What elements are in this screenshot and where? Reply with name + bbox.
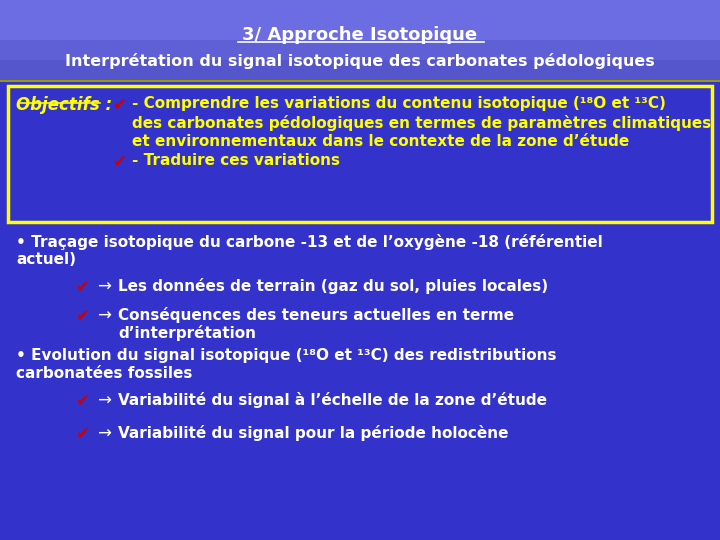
Text: et environnementaux dans le contexte de la zone d’étude: et environnementaux dans le contexte de …: [132, 134, 629, 149]
Bar: [0, 0, 720, 60]
Text: - Traduire ces variations: - Traduire ces variations: [132, 153, 340, 168]
Text: d’interprétation: d’interprétation: [118, 325, 256, 341]
Text: ✔: ✔: [75, 307, 89, 325]
Text: ✔: ✔: [75, 278, 89, 296]
Text: →: →: [97, 278, 111, 296]
Text: ✔: ✔: [75, 425, 89, 443]
Text: Interprétation du signal isotopique des carbonates pédologiques: Interprétation du signal isotopique des …: [65, 53, 655, 69]
Text: des carbonates pédologiques en termes de paramètres climatiques: des carbonates pédologiques en termes de…: [132, 115, 711, 131]
Text: Variabilité du signal pour la période holocène: Variabilité du signal pour la période ho…: [118, 425, 508, 441]
Bar: [0, 0, 720, 80]
Text: →: →: [97, 307, 111, 325]
Text: Objectifs :: Objectifs :: [16, 96, 112, 114]
Text: • Traçage isotopique du carbone -13 et de l’oxygène -18 (référentiel: • Traçage isotopique du carbone -13 et d…: [16, 234, 603, 250]
Text: 3/ Approche Isotopique: 3/ Approche Isotopique: [243, 26, 477, 44]
Text: actuel): actuel): [16, 252, 76, 267]
Text: →: →: [97, 425, 111, 443]
Text: ✔: ✔: [75, 392, 89, 410]
Text: - Comprendre les variations du contenu isotopique (¹⁸O et ¹³C): - Comprendre les variations du contenu i…: [132, 96, 666, 111]
Bar: [0, 40, 720, 80]
Text: ✔: ✔: [112, 96, 126, 114]
Text: Les données de terrain (gaz du sol, pluies locales): Les données de terrain (gaz du sol, plui…: [118, 278, 548, 294]
Bar: [0, 80, 720, 82]
Text: carbonatées fossiles: carbonatées fossiles: [16, 366, 192, 381]
Text: →: →: [97, 392, 111, 410]
Text: Variabilité du signal à l’échelle de la zone d’étude: Variabilité du signal à l’échelle de la …: [118, 392, 547, 408]
FancyBboxPatch shape: [8, 86, 712, 222]
Text: ✔: ✔: [112, 153, 126, 171]
Text: • Evolution du signal isotopique (¹⁸O et ¹³C) des redistributions: • Evolution du signal isotopique (¹⁸O et…: [16, 348, 557, 363]
Text: Conséquences des teneurs actuelles en terme: Conséquences des teneurs actuelles en te…: [118, 307, 514, 323]
